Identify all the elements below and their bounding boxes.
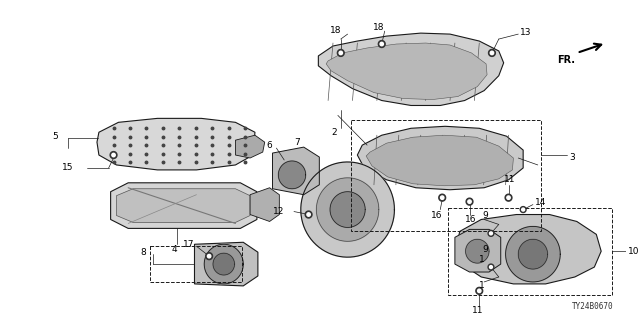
Polygon shape <box>505 194 512 201</box>
Text: 18: 18 <box>330 26 342 35</box>
Polygon shape <box>456 214 601 284</box>
Polygon shape <box>380 42 383 46</box>
Polygon shape <box>476 287 483 294</box>
Text: 1: 1 <box>479 255 485 264</box>
Text: 17: 17 <box>183 240 195 249</box>
Text: 9: 9 <box>482 211 488 220</box>
Polygon shape <box>337 50 344 56</box>
Polygon shape <box>236 135 265 158</box>
Polygon shape <box>490 232 492 235</box>
Polygon shape <box>466 239 489 263</box>
Polygon shape <box>111 183 257 228</box>
Polygon shape <box>488 230 494 236</box>
Polygon shape <box>378 41 385 47</box>
Polygon shape <box>468 200 471 204</box>
Text: 3: 3 <box>569 153 575 162</box>
Polygon shape <box>357 126 523 190</box>
Bar <box>150 246 243 282</box>
Polygon shape <box>455 229 500 272</box>
Polygon shape <box>110 152 117 158</box>
Polygon shape <box>326 43 487 100</box>
Text: 1: 1 <box>479 281 485 290</box>
Polygon shape <box>440 196 444 199</box>
Polygon shape <box>506 227 560 282</box>
Polygon shape <box>520 207 526 212</box>
Polygon shape <box>204 244 243 284</box>
Polygon shape <box>97 118 255 170</box>
Polygon shape <box>195 242 258 286</box>
Polygon shape <box>250 188 279 221</box>
Text: 12: 12 <box>273 207 284 216</box>
Polygon shape <box>366 135 513 186</box>
Polygon shape <box>490 266 492 268</box>
Text: 10: 10 <box>627 247 639 256</box>
Polygon shape <box>518 239 548 269</box>
Text: 18: 18 <box>373 23 385 32</box>
Polygon shape <box>278 161 306 189</box>
Text: FR.: FR. <box>557 55 575 65</box>
Polygon shape <box>318 33 504 106</box>
Text: 13: 13 <box>520 28 532 36</box>
Polygon shape <box>207 254 211 258</box>
Polygon shape <box>112 153 115 157</box>
Polygon shape <box>305 211 312 218</box>
Polygon shape <box>339 51 342 55</box>
Text: 4: 4 <box>171 245 177 254</box>
Polygon shape <box>507 196 510 199</box>
Bar <box>351 120 541 231</box>
Polygon shape <box>316 178 379 241</box>
Text: 16: 16 <box>465 215 476 224</box>
Polygon shape <box>488 264 494 270</box>
Polygon shape <box>273 147 319 195</box>
Polygon shape <box>439 194 445 201</box>
Polygon shape <box>490 51 493 55</box>
Text: 8: 8 <box>140 248 146 257</box>
Text: 15: 15 <box>62 164 74 172</box>
Text: 9: 9 <box>482 245 488 254</box>
Text: 5: 5 <box>52 132 58 141</box>
Polygon shape <box>205 253 212 260</box>
Bar <box>448 208 612 295</box>
Text: 2: 2 <box>331 128 337 137</box>
Polygon shape <box>477 289 481 292</box>
Polygon shape <box>213 253 234 275</box>
Text: 7: 7 <box>294 138 300 147</box>
Text: 11: 11 <box>472 306 484 315</box>
Text: 16: 16 <box>431 211 442 220</box>
Polygon shape <box>466 198 473 205</box>
Text: 11: 11 <box>504 175 515 184</box>
Polygon shape <box>522 208 525 211</box>
Text: 14: 14 <box>535 198 546 207</box>
Polygon shape <box>301 162 394 257</box>
Polygon shape <box>116 189 250 222</box>
Polygon shape <box>307 213 310 216</box>
Polygon shape <box>330 192 365 228</box>
Text: 6: 6 <box>267 140 273 150</box>
Polygon shape <box>488 50 495 56</box>
Text: TY24B0670: TY24B0670 <box>572 302 614 311</box>
